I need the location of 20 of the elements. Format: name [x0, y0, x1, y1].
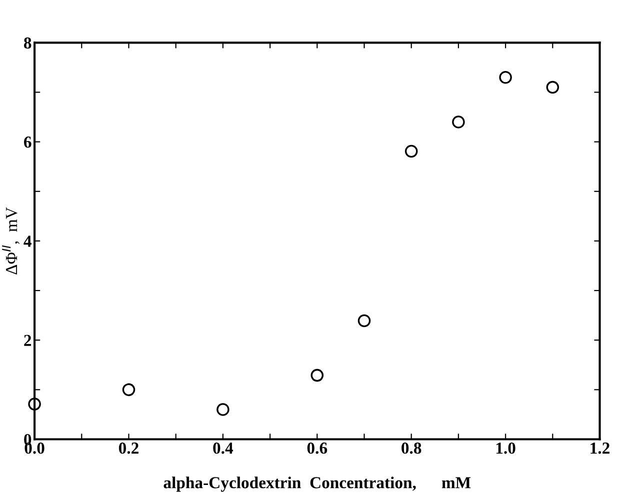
point: [358, 314, 371, 328]
point: [546, 80, 560, 94]
x-tick-label: 0.6: [307, 442, 328, 454]
x-tick-label: 1.2: [590, 442, 610, 454]
y-tick-label: 8: [24, 37, 32, 49]
y-tick-label: 4: [24, 236, 32, 247]
point: [452, 116, 465, 128]
point: [122, 383, 136, 396]
y-tick-label: 6: [24, 136, 32, 148]
point: [310, 368, 324, 382]
point: [499, 70, 512, 84]
x-tick-label: 0.8: [402, 442, 422, 454]
x-tick-label: 0.4: [213, 442, 234, 454]
x-tick-label: 0.2: [118, 442, 138, 454]
y-tick-label: 2: [24, 334, 32, 346]
x-tick-label: 1.0: [496, 442, 516, 454]
y-axis-title: ΔΦ$^{II}$, mV: [2, 207, 20, 274]
x-axis-title: alpha-Cyclodextrin Concentration, mM: [164, 476, 471, 492]
point: [404, 144, 418, 158]
point: [216, 403, 230, 416]
